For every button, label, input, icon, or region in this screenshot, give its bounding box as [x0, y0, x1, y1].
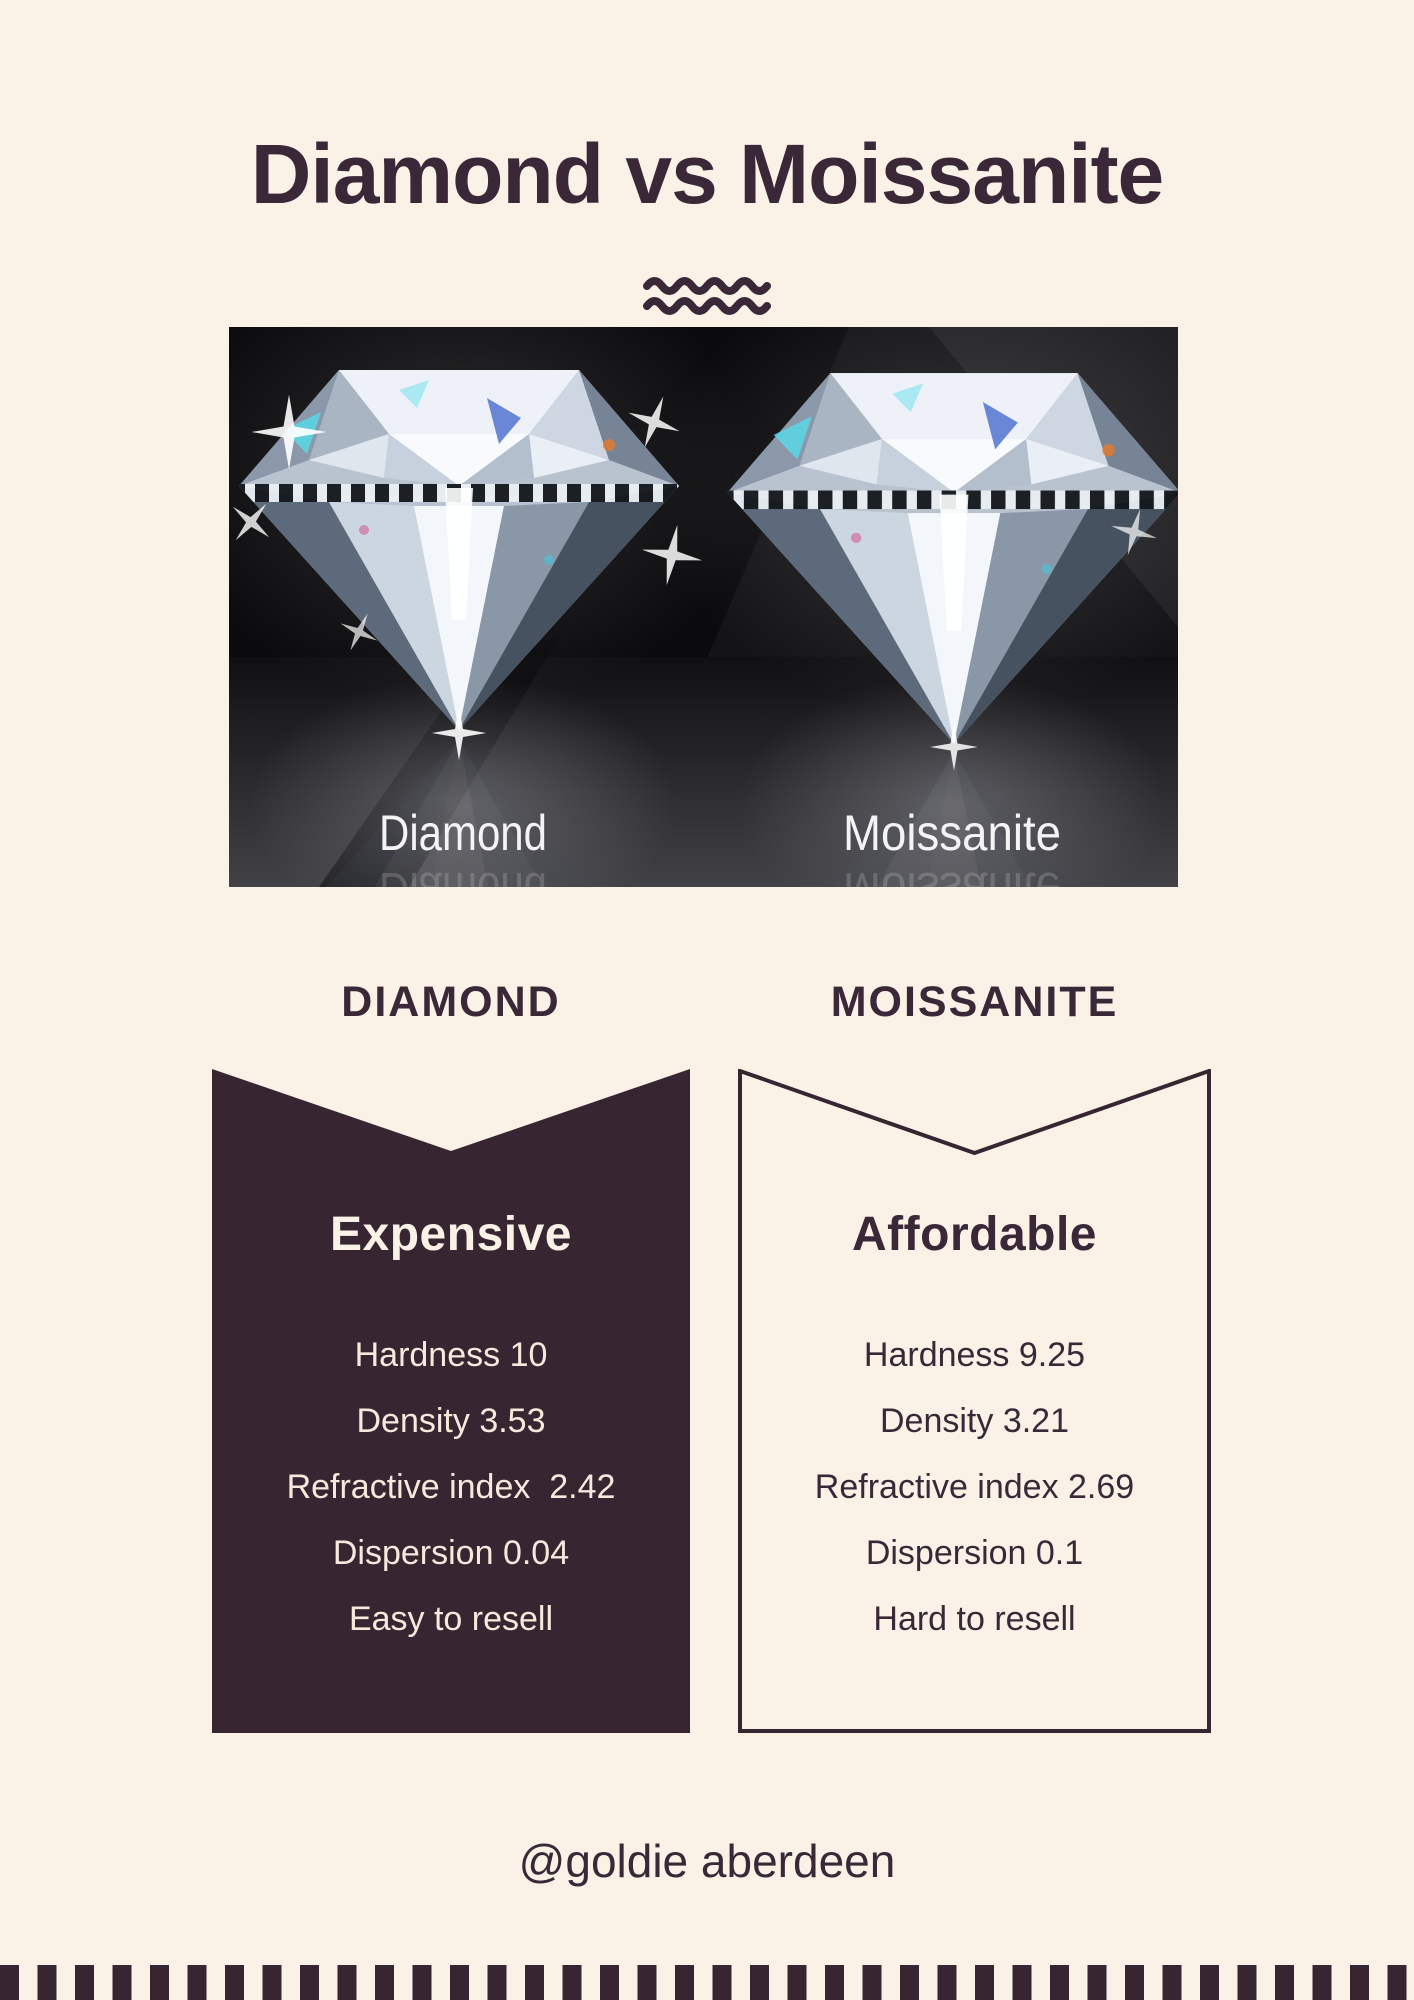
spec-item: Refractive index 2.42	[286, 1468, 616, 1506]
spec-item: Hard to resell	[873, 1600, 1076, 1638]
gem-comparison-photo: Diamond Moissanite Diamond Moissanite	[229, 327, 1178, 887]
spec-item: Dispersion 0.04	[332, 1534, 570, 1572]
diamond-column-header: DIAMOND	[341, 978, 561, 1026]
photo-label-moissanite: Moissanite	[843, 805, 1061, 861]
photo-label-diamond: Diamond	[379, 805, 547, 861]
gem-photo-illustration: Diamond Moissanite Diamond Moissanite	[229, 327, 1178, 887]
wave-divider-svg	[643, 277, 771, 315]
spec-item: Easy to resell	[348, 1600, 554, 1638]
striped-footer-border	[0, 1965, 1414, 2000]
moissanite-card-title: Affordable	[852, 1208, 1097, 1261]
photo-label-moissanite-reflection: Moissanite	[843, 862, 1061, 887]
photo-label-diamond-reflection: Diamond	[379, 862, 547, 887]
diamond-card: Expensive Hardness 10 Density 3.53 Refra…	[212, 1069, 690, 1733]
moissanite-card: Affordable Hardness 9.25 Density 3.21 Re…	[738, 1069, 1211, 1733]
moissanite-spec-list: Hardness 9.25 Density 3.21 Refractive in…	[738, 1322, 1211, 1652]
wave-divider-icon	[643, 276, 771, 316]
credit-handle: @goldie aberdeen	[518, 1835, 896, 1887]
spec-item: Hardness 9.25	[863, 1336, 1086, 1374]
spec-item: Hardness 10	[354, 1336, 548, 1374]
page-title: Diamond vs Moissanite	[250, 127, 1165, 221]
card-outline	[738, 1069, 1211, 1733]
moissanite-column-header: MOISSANITE	[830, 978, 1119, 1026]
diamond-card-title: Expensive	[330, 1208, 572, 1261]
diamond-spec-list: Hardness 10 Density 3.53 Refractive inde…	[212, 1322, 690, 1652]
spec-item: Density 3.21	[880, 1402, 1069, 1440]
spec-item: Refractive index 2.69	[814, 1468, 1135, 1506]
spec-item: Dispersion 0.1	[865, 1534, 1084, 1572]
spec-item: Density 3.53	[356, 1402, 546, 1440]
